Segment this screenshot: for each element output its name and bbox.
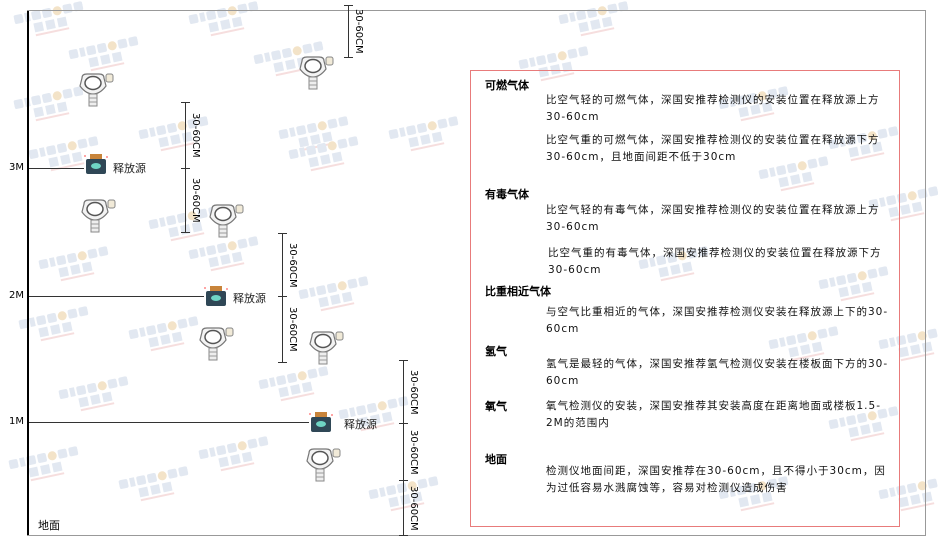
watermark-logo: [128, 313, 203, 357]
watermark-logo: [58, 373, 133, 417]
gas-detector-icon: [198, 326, 234, 366]
level-2m: 2M: [9, 290, 24, 301]
toxic-light-text: 比空气轻的有毒气体，深国安推荐检测仪的安装位置在释放源上方30-60cm: [546, 204, 880, 233]
right-wall-line: [925, 10, 926, 536]
similar-density-text: 与空气比重相近的气体，深国安推荐检测仪安装在释放源上下的30-60cm: [546, 306, 889, 335]
level-1m-line: [29, 422, 309, 423]
release-source-label: 释放源: [233, 292, 266, 305]
dimension-label: 30-60CM: [190, 178, 201, 223]
toxic-heading: 有毒气体: [485, 188, 529, 201]
wall-line: [27, 10, 29, 536]
gas-detector-icon: [80, 198, 116, 238]
release-source-icon: [204, 285, 228, 307]
ground-label: 地面: [38, 519, 60, 532]
watermark-logo: [138, 113, 213, 157]
watermark-logo: [13, 83, 88, 127]
level-2m-line: [29, 296, 204, 297]
release-source-icon: [309, 411, 333, 433]
similar-density-heading: 比重相近气体: [485, 285, 551, 298]
flammable-heading: 可燃气体: [485, 79, 529, 92]
watermark-logo: [278, 113, 353, 157]
ceiling-line: [27, 10, 925, 11]
dimension-label: 30-60CM: [287, 307, 298, 352]
floor-line: [27, 535, 925, 536]
gas-detector-icon: [308, 330, 344, 370]
oxygen-text: 氧气检测仪的安装，深国安推荐其安装高度在距离地面或楼板1.5-2M的范围内: [546, 400, 881, 429]
level-1m: 1M: [9, 416, 24, 427]
hydrogen-heading: 氢气: [485, 345, 507, 358]
ground-heading: 地面: [485, 453, 507, 466]
flammable-heavy-text: 比空气重的可燃气体，深国安推荐检测仪的安装位置在释放源下方30-60cm，且地面…: [546, 134, 880, 163]
ground-text: 检测仪地面间距，深国安推荐在30-60cm，且不得小于30cm，因为过低容易水溅…: [546, 465, 886, 494]
gas-detector-icon: [78, 72, 114, 112]
watermark-logo: [388, 113, 463, 157]
hydrogen-text: 氢气是最轻的气体，深国安推荐氢气检测仪安装在楼板面下方的30-60cm: [546, 358, 889, 387]
watermark-logo: [38, 243, 113, 287]
release-source-label: 释放源: [344, 418, 377, 431]
gas-detector-icon: [298, 55, 334, 95]
oxygen-heading: 氧气: [485, 400, 507, 413]
dimension-label: 30-60CM: [353, 9, 364, 54]
gas-detector-icon: [305, 447, 341, 487]
dimension-label: 30-60CM: [408, 485, 419, 531]
watermark-logo: [8, 443, 83, 487]
dimension-label: 30-60CM: [408, 429, 419, 475]
gas-detector-icon: [208, 203, 244, 243]
watermark-logo: [198, 433, 273, 477]
watermark-logo: [118, 463, 193, 507]
watermark-logo: [68, 33, 143, 77]
level-3m: 3M: [9, 162, 24, 173]
dimension-label: 30-60CM: [287, 242, 298, 288]
watermark-logo: [13, 0, 88, 42]
level-3m-line: [29, 168, 84, 169]
watermark-logo: [298, 273, 373, 317]
dimension-label: 30-60CM: [190, 113, 201, 158]
release-source-icon: [84, 153, 108, 175]
dimension-label: 30-60CM: [408, 369, 419, 415]
release-source-label: 释放源: [113, 162, 146, 175]
watermark-logo: [188, 0, 263, 42]
installation-notes-panel: 可燃气体 比空气轻的可燃气体，深国安推荐检测仪的安装位置在释放源上方30-60c…: [470, 70, 900, 527]
watermark-logo: [558, 0, 633, 42]
toxic-heavy-text: 比空气重的有毒气体，深国安推荐检测仪的安装位置在释放源下方30-60cm: [548, 247, 882, 276]
flammable-light-text: 比空气轻的可燃气体，深国安推荐检测仪的安装位置在释放源上方30-60cm: [546, 94, 880, 123]
watermark-logo: [288, 133, 363, 177]
